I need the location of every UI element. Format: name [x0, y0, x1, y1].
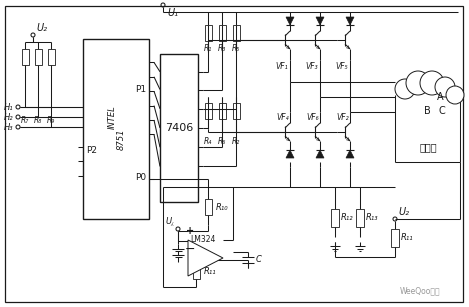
Bar: [47, 49, 54, 65]
Text: VF₄: VF₄: [277, 113, 289, 122]
Text: LM324: LM324: [190, 235, 216, 244]
Bar: [233, 25, 240, 41]
Text: A: A: [437, 92, 443, 102]
Text: R₈: R₈: [34, 116, 42, 125]
Bar: [22, 49, 29, 65]
Bar: [35, 49, 41, 65]
Text: R₁₁: R₁₁: [204, 267, 217, 277]
Bar: [233, 103, 240, 119]
Polygon shape: [286, 150, 294, 158]
Bar: [219, 103, 226, 119]
Circle shape: [420, 71, 444, 95]
Polygon shape: [286, 17, 294, 25]
Text: R₄: R₄: [204, 137, 212, 146]
Text: R₃: R₃: [218, 44, 226, 53]
Text: H₂: H₂: [3, 112, 13, 122]
Text: +: +: [186, 226, 194, 236]
Text: VF₅: VF₅: [336, 62, 348, 71]
Text: 8751: 8751: [116, 128, 126, 150]
Bar: [391, 229, 399, 247]
Polygon shape: [188, 240, 223, 276]
Text: R₁₂: R₁₂: [341, 213, 354, 223]
Text: VF₂: VF₂: [337, 113, 349, 122]
Text: P1: P1: [135, 85, 146, 94]
Text: 7406: 7406: [165, 123, 193, 133]
Text: −: −: [185, 243, 195, 255]
Text: R₉: R₉: [47, 116, 55, 125]
Bar: [204, 199, 212, 215]
Text: R₅: R₅: [232, 44, 240, 53]
Text: U₂: U₂: [36, 23, 47, 33]
Text: U₂: U₂: [398, 207, 409, 217]
Polygon shape: [316, 17, 324, 25]
Text: U⁁: U⁁: [166, 217, 174, 226]
Text: R₇: R₇: [21, 116, 29, 125]
Bar: [83, 39, 149, 219]
Text: R₁₀: R₁₀: [216, 203, 228, 212]
Text: C: C: [439, 106, 446, 116]
Text: P2: P2: [86, 146, 97, 155]
Bar: [204, 103, 212, 119]
Bar: [331, 209, 339, 227]
Text: P0: P0: [135, 173, 146, 182]
Text: C: C: [256, 255, 262, 265]
Text: VF₁: VF₁: [276, 62, 288, 71]
Text: R₁₃: R₁₃: [366, 213, 378, 223]
Circle shape: [435, 77, 455, 97]
Text: R₁: R₁: [204, 44, 212, 53]
Circle shape: [406, 71, 430, 95]
Text: R₁₁: R₁₁: [401, 234, 414, 243]
Text: R₆: R₆: [218, 137, 226, 146]
Text: 电动机: 电动机: [419, 142, 437, 152]
Text: VF₆: VF₆: [307, 113, 319, 122]
Text: VF₃: VF₃: [306, 62, 318, 71]
Text: WeeQoo维库: WeeQoo维库: [400, 286, 440, 295]
Polygon shape: [346, 150, 354, 158]
Bar: [219, 25, 226, 41]
Text: H₃: H₃: [3, 122, 13, 131]
Text: U₁: U₁: [167, 8, 178, 18]
Circle shape: [395, 79, 415, 99]
Bar: [204, 25, 212, 41]
Text: INTEL: INTEL: [107, 105, 116, 129]
Polygon shape: [346, 17, 354, 25]
Text: R₂: R₂: [232, 137, 240, 146]
Text: H₁: H₁: [3, 103, 13, 111]
Bar: [160, 54, 198, 202]
Circle shape: [446, 86, 464, 104]
Text: B: B: [424, 106, 431, 116]
Bar: [192, 265, 199, 279]
Polygon shape: [316, 150, 324, 158]
Bar: [356, 209, 364, 227]
